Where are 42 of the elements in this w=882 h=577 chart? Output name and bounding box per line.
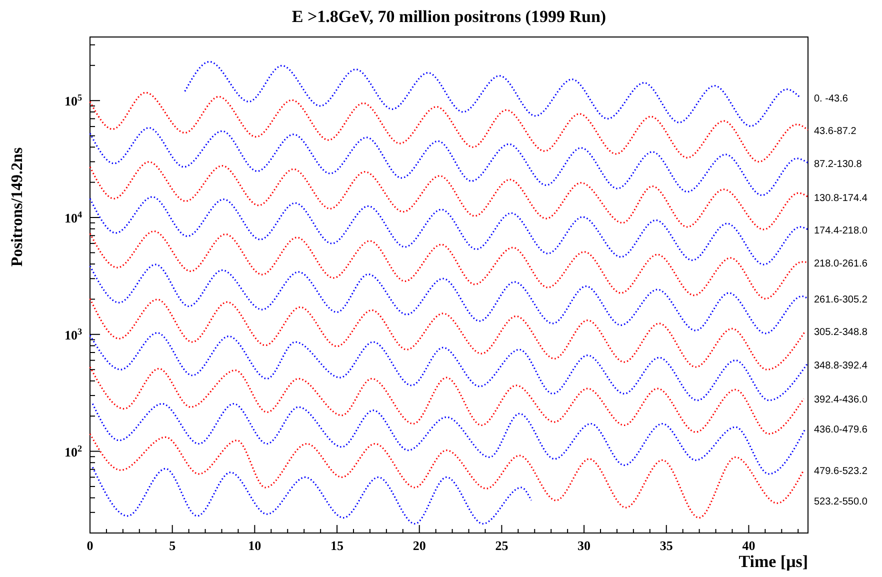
x-tick-label: 15 bbox=[330, 538, 344, 553]
line-series bbox=[184, 60, 802, 127]
series-label: 348.8-392.4 bbox=[814, 360, 868, 372]
series-label: 479.6-523.2 bbox=[814, 466, 868, 478]
series-label: 305.2-348.8 bbox=[814, 326, 868, 338]
series-label: 174.4-218.0 bbox=[814, 226, 868, 237]
chart-title: E >1.8GeV, 70 million positrons (1999 Run) bbox=[292, 7, 606, 26]
x-axis-title: Time [μs] bbox=[738, 552, 808, 571]
line-series bbox=[89, 92, 809, 163]
x-tick-label: 35 bbox=[660, 538, 674, 553]
y-tick-label: 10$^{5}$ bbox=[64, 92, 82, 109]
line-series bbox=[89, 127, 809, 196]
y-axis-title: Positrons/149.2ns bbox=[9, 147, 26, 267]
line-series bbox=[89, 264, 809, 334]
x-tick-label: 5 bbox=[169, 538, 176, 553]
series-label: 130.8-174.4 bbox=[814, 192, 868, 204]
line-series bbox=[89, 433, 805, 519]
series-label: 43.6-87.2 bbox=[814, 126, 857, 138]
series-label: 392.4-436.0 bbox=[814, 394, 868, 406]
text: 523.2-550.0 bbox=[814, 496, 868, 508]
x-tick-label: 20 bbox=[412, 538, 426, 553]
series-label: 87.2-130.8 bbox=[814, 158, 862, 170]
y-tick-label: 10$^{3}$ bbox=[64, 326, 82, 342]
series-label: 218.0-261.6 bbox=[814, 258, 868, 270]
y-tick-label: 10$^{2}$ bbox=[64, 443, 82, 460]
line-series bbox=[89, 332, 808, 402]
line-series bbox=[89, 196, 809, 266]
line-series bbox=[89, 161, 809, 230]
x-tick-label: 0 bbox=[86, 538, 94, 553]
line-series bbox=[92, 402, 806, 475]
x-tick-label: 10 bbox=[248, 538, 262, 553]
x-tick-label: 40 bbox=[742, 538, 756, 553]
series-label: 436.0-479.6 bbox=[814, 424, 868, 436]
line-series bbox=[89, 366, 805, 435]
x-tick-label: 30 bbox=[578, 538, 591, 553]
line-series bbox=[92, 466, 532, 525]
series-label: 261.6-305.2 bbox=[814, 294, 868, 306]
line-series bbox=[89, 230, 809, 300]
x-tick-label: 25 bbox=[495, 538, 509, 553]
line-series bbox=[89, 298, 806, 370]
series-label: 0. -43.6 bbox=[814, 94, 848, 105]
y-tick-label: 10$^{4}$ bbox=[64, 209, 82, 226]
